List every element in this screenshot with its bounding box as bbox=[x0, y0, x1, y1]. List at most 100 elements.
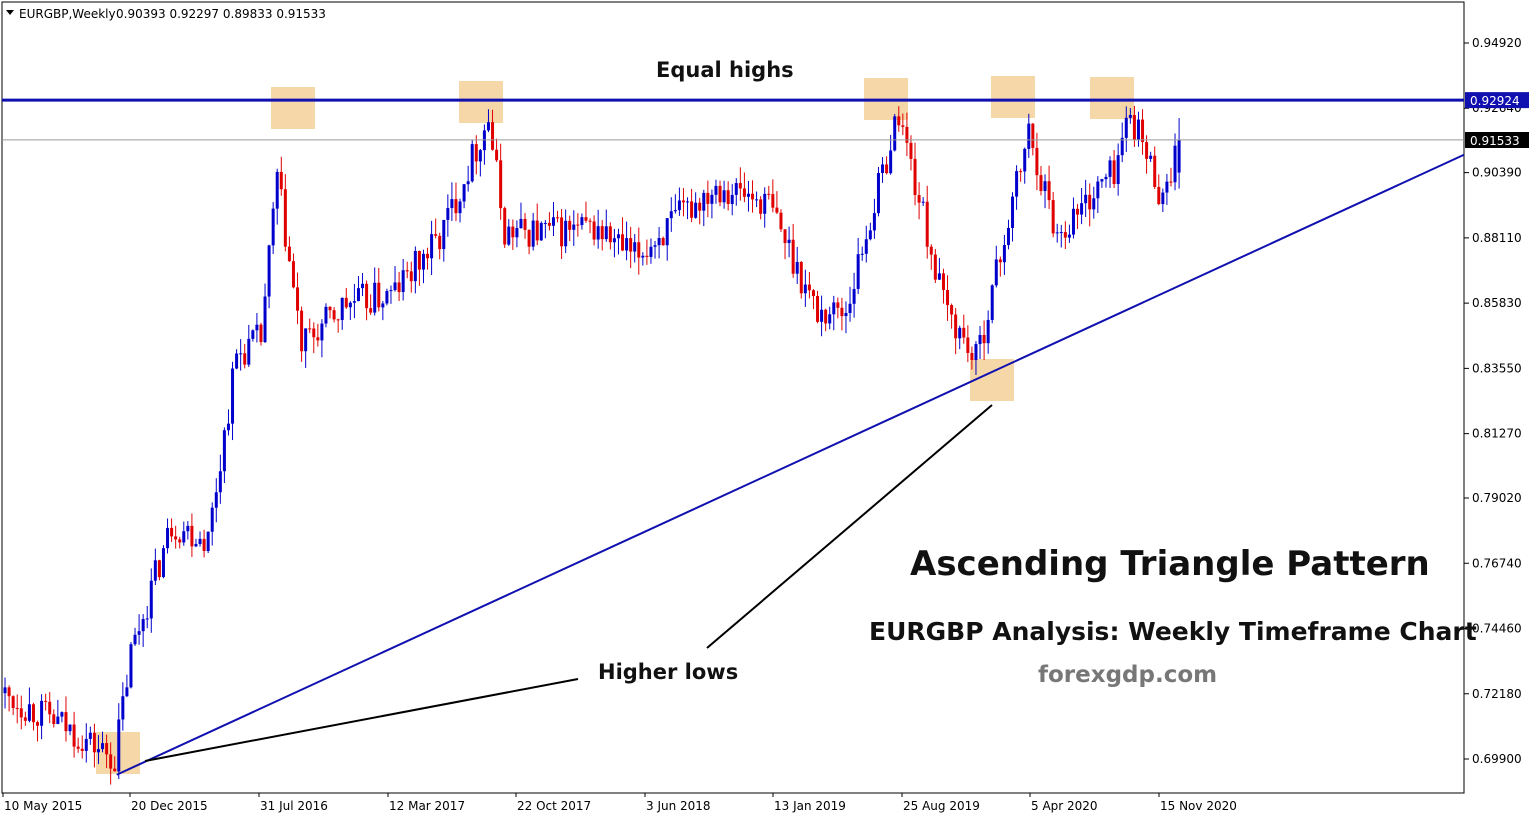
higher-lows-pointer-1 bbox=[144, 678, 579, 762]
time-tick-label: 3 Jun 2018 bbox=[646, 799, 711, 813]
candle-body bbox=[259, 324, 263, 343]
candle-body bbox=[137, 631, 141, 635]
price-tick-label: 0.85830 bbox=[1472, 296, 1522, 310]
candle-body bbox=[328, 306, 332, 311]
candle-body bbox=[348, 302, 352, 308]
candle-body bbox=[178, 539, 182, 543]
current-price-tag: 0.91533 bbox=[1465, 132, 1529, 148]
candle-body bbox=[1104, 176, 1108, 180]
candle-body bbox=[413, 250, 417, 282]
analysis-subtitle: EURGBP Analysis: Weekly Timeframe Chart bbox=[869, 617, 1477, 646]
dropdown-triangle-icon[interactable] bbox=[6, 10, 14, 15]
candle-body bbox=[149, 580, 153, 619]
candle-body bbox=[612, 238, 616, 243]
candle-body bbox=[775, 207, 779, 213]
candle-body bbox=[503, 208, 507, 245]
candle-body bbox=[450, 199, 454, 209]
candle-body bbox=[868, 230, 872, 240]
candle-body bbox=[864, 239, 868, 254]
candle-body bbox=[235, 353, 239, 369]
candle-body bbox=[3, 687, 7, 694]
candle-body bbox=[214, 492, 218, 508]
time-tick-label: 13 Jan 2019 bbox=[774, 799, 846, 813]
candle-body bbox=[361, 283, 365, 289]
candle-body bbox=[336, 319, 340, 321]
candle-body bbox=[263, 296, 267, 343]
price-tick-label: 0.94920 bbox=[1472, 36, 1522, 50]
candle-body bbox=[101, 743, 105, 750]
candle-body bbox=[121, 696, 125, 720]
candle-body bbox=[1153, 155, 1157, 187]
candle-body bbox=[190, 525, 194, 547]
candle-body bbox=[1031, 123, 1035, 148]
candle-body bbox=[608, 226, 612, 243]
candle-body bbox=[320, 323, 324, 341]
candle-body bbox=[722, 190, 726, 203]
candle-body bbox=[588, 220, 592, 222]
candle-body bbox=[702, 192, 706, 211]
support-trendline[interactable] bbox=[116, 153, 1465, 776]
resistance-price-tag-bg bbox=[1465, 92, 1529, 109]
candle-body bbox=[312, 328, 316, 338]
candle-body bbox=[283, 189, 287, 247]
candle-body bbox=[633, 242, 637, 252]
candle-body bbox=[430, 234, 434, 259]
candle-body bbox=[621, 234, 625, 251]
candle-body bbox=[495, 149, 499, 161]
candle-body bbox=[1124, 117, 1128, 138]
time-tick-label: 31 Jul 2016 bbox=[260, 799, 328, 813]
candle-body bbox=[438, 235, 442, 250]
pattern-title: Ascending Triangle Pattern bbox=[910, 544, 1430, 584]
candle-body bbox=[742, 188, 746, 197]
candle-body bbox=[291, 261, 295, 288]
candle-body bbox=[876, 173, 880, 214]
candle-body bbox=[840, 307, 844, 317]
candle-body bbox=[820, 309, 824, 322]
candle-body bbox=[76, 746, 80, 749]
candle-body bbox=[279, 171, 283, 190]
candle-body bbox=[239, 353, 243, 355]
candle-body bbox=[881, 164, 885, 174]
candle-body bbox=[852, 288, 856, 304]
candle-body bbox=[576, 224, 580, 226]
candle-body bbox=[1084, 194, 1088, 204]
candle-body bbox=[767, 193, 771, 195]
candle-body bbox=[531, 220, 535, 247]
candle-body bbox=[1015, 171, 1019, 197]
candle-body bbox=[226, 423, 230, 431]
candle-body bbox=[381, 303, 385, 308]
candle-body bbox=[681, 200, 685, 203]
candle-body bbox=[356, 288, 360, 302]
candle-body bbox=[572, 224, 576, 230]
candle-body bbox=[511, 226, 515, 238]
candle-body bbox=[1120, 137, 1124, 156]
ohlc-values: 0.90393 0.92297 0.89833 0.91533 bbox=[116, 7, 326, 21]
candle-body bbox=[803, 284, 807, 294]
candle-body bbox=[885, 164, 889, 174]
candle-body bbox=[1027, 123, 1031, 149]
candle-body bbox=[816, 296, 820, 322]
current-price-label: 0.91533 bbox=[1470, 134, 1520, 148]
time-tick-label: 22 Oct 2017 bbox=[517, 799, 591, 813]
candle-body bbox=[182, 531, 186, 543]
candle-body bbox=[287, 246, 291, 262]
candle-body bbox=[1165, 181, 1169, 193]
candle-body bbox=[917, 195, 921, 203]
candle-body bbox=[556, 217, 560, 219]
candle-body bbox=[1141, 119, 1145, 143]
candle-body bbox=[27, 704, 31, 721]
candle-body bbox=[113, 768, 117, 772]
candle-body bbox=[385, 291, 389, 304]
candle-body bbox=[405, 270, 409, 272]
candle-body bbox=[141, 619, 145, 632]
candle-body bbox=[88, 732, 92, 739]
time-tick-label: 15 Nov 2020 bbox=[1160, 799, 1237, 813]
candle-body bbox=[730, 194, 734, 204]
candle-body bbox=[527, 229, 531, 247]
candle-body bbox=[454, 199, 458, 214]
chart-header: EURGBP,Weekly 0.90393 0.92297 0.89833 0.… bbox=[6, 7, 326, 21]
candle-body bbox=[125, 687, 129, 697]
time-axis: 10 May 2015 20 Dec 2015 31 Jul 2016 12 Mar … bbox=[2, 793, 1237, 813]
